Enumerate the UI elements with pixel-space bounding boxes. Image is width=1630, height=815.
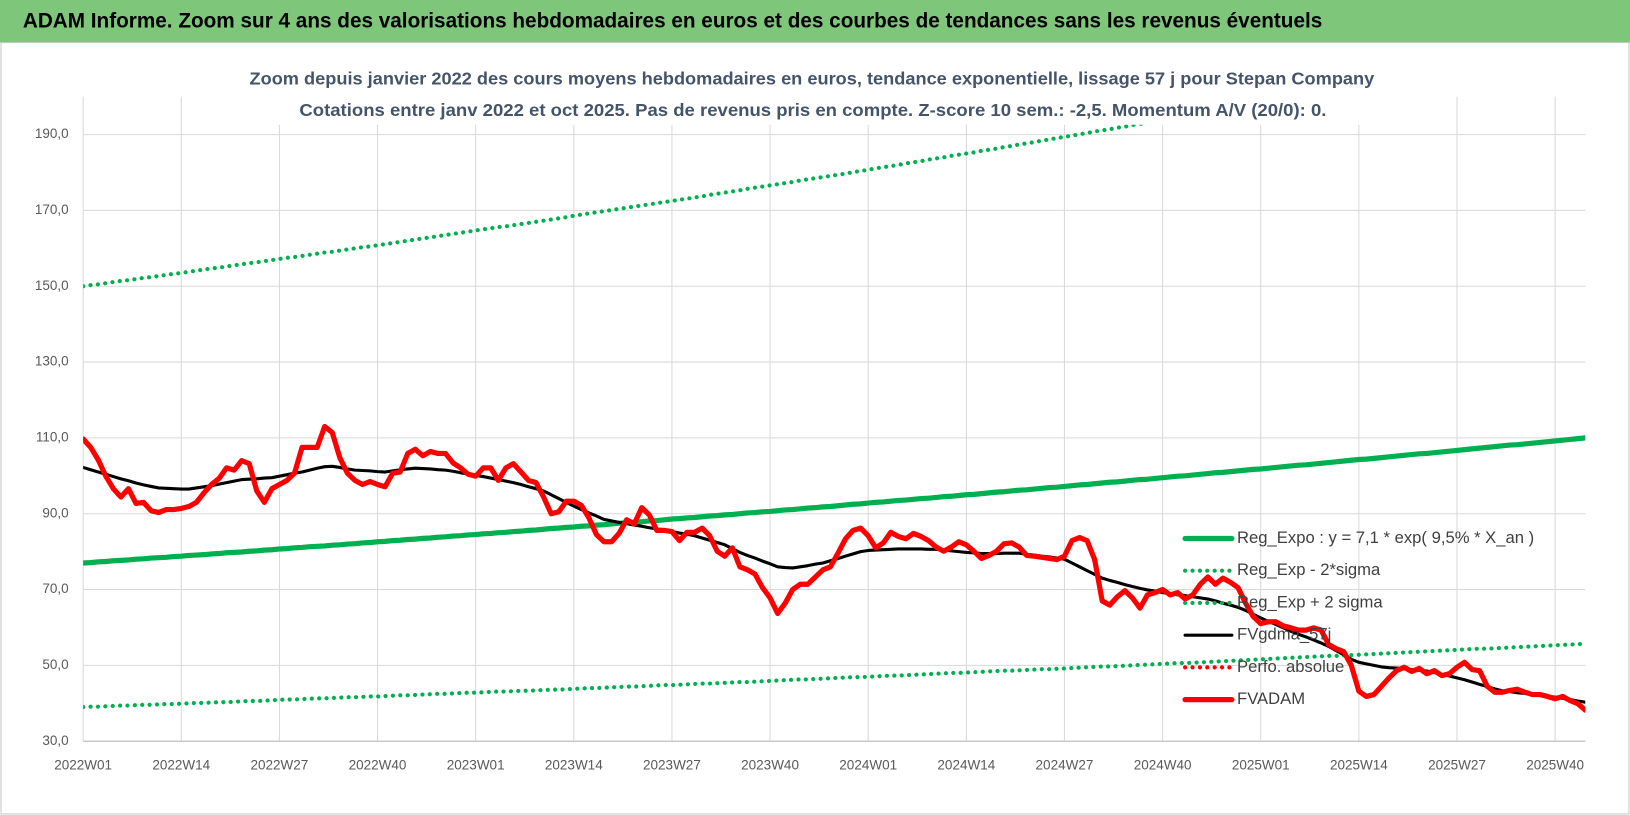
x-tick-label: 2024W27 [1036,758,1094,773]
y-tick-label: 70,0 [42,581,68,596]
x-tick-label: 2025W01 [1232,758,1290,773]
y-tick-label: 150,0 [35,278,69,293]
series-line [83,423,1586,713]
chart-title: Zoom depuis janvier 2022 des cours moyen… [249,69,1374,89]
series-line [83,435,1586,566]
grid [82,96,1586,742]
y-tick-label: 30,0 [42,733,68,748]
y-tick-label: 90,0 [42,505,68,520]
legend-label: Reg_Exp + 2 sigma [1237,592,1383,611]
y-tick-label: 170,0 [35,202,69,217]
legend-label: Reg_Exp - 2*sigma [1237,560,1381,579]
header-title: ADAM Informe. Zoom sur 4 ans des valoris… [23,9,1322,32]
series-line [83,641,1586,710]
legend-label: FVgdma_57j [1237,625,1331,644]
x-tick-label: 2024W01 [839,758,897,773]
chart-subtitle: Cotations entre janv 2022 et oct 2025. P… [299,100,1326,120]
y-tick-label: 130,0 [35,354,69,369]
legend-label: Reg_Expo : y = 7,1 * exp( 9,5% * X_an ) [1237,528,1534,547]
y-tick-label: 50,0 [42,657,68,672]
x-tick-label: 2022W14 [152,758,210,773]
x-tick-label: 2022W01 [54,758,112,773]
frame [0,42,1630,815]
x-tick-label: 2025W27 [1428,758,1486,773]
x-tick-label: 2025W40 [1526,758,1584,773]
plot [83,96,1586,713]
x-tick-label: 2022W40 [349,758,407,773]
legend-label: FVADAM [1237,689,1305,708]
x-tick-label: 2024W40 [1134,758,1192,773]
axes: 30,0 50,0 70,0 90,0 110,0 130,0 150,0 170,0 190,… [35,126,1586,773]
x-tick-label: 2022W27 [251,758,309,773]
y-tick-label: 190,0 [35,126,69,141]
x-tick-label: 2025W14 [1330,758,1388,773]
title-background [239,64,1383,125]
legend: Reg_Expo : y = 7,1 * exp( 9,5% * X_an ) R… [1182,528,1534,708]
x-tick-label: 2023W01 [447,758,505,773]
x-tick-label: 2023W14 [545,758,603,773]
series-line [83,96,1308,289]
x-tick-label: 2023W40 [741,758,799,773]
x-tick-label: 2023W27 [643,758,701,773]
header-band [0,0,1630,43]
legend-label: Perfo. absolue [1237,657,1344,676]
x-tick-label: 2024W14 [937,758,995,773]
y-tick-label: 110,0 [36,429,69,444]
